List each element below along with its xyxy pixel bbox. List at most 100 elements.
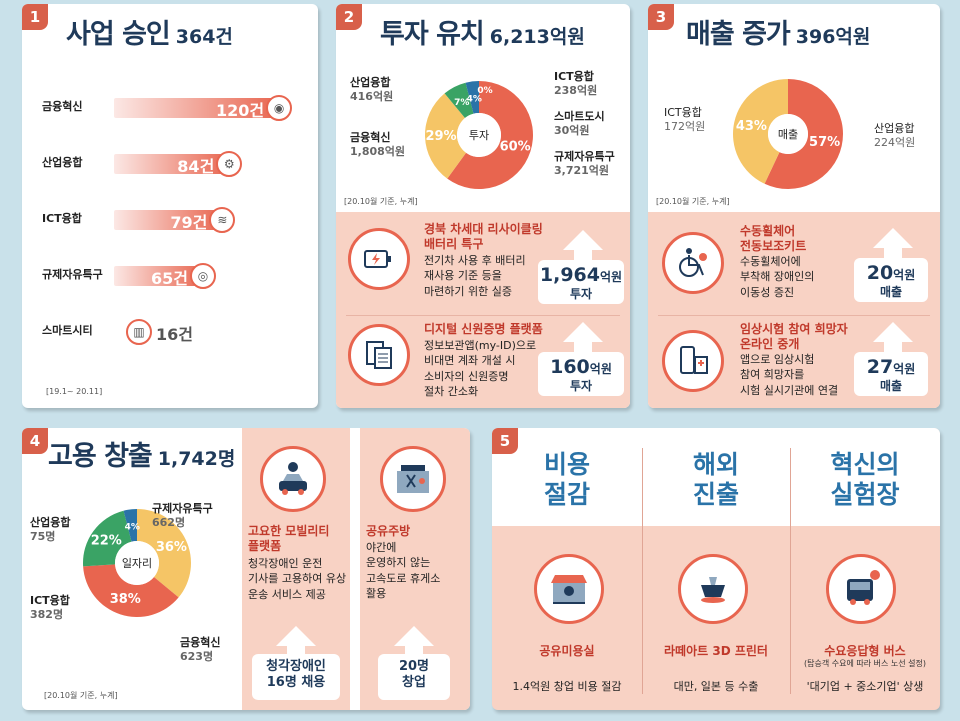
- pie-slice: [137, 509, 191, 598]
- label-산업융합: 산업융합 75명: [30, 516, 71, 544]
- panel-title: 매출 증가 396억원: [686, 12, 870, 51]
- sales-pie: 57% 43% 매출: [733, 79, 843, 189]
- up-arrow-stem: [884, 342, 902, 354]
- label-산업융합: 산업융합 224억원: [874, 122, 916, 150]
- category-icon: ◎: [190, 263, 216, 289]
- pie-slice: [444, 82, 474, 119]
- bar-category-label: 규제자유특구: [42, 268, 103, 281]
- pie-slice: [764, 79, 843, 189]
- investment-pie: 60% 29% 7%4%0% 투자: [425, 81, 533, 189]
- pie-center-label: 매출: [778, 128, 798, 141]
- divider: [346, 315, 620, 316]
- pie-center: [457, 113, 501, 157]
- up-arrow-icon: [563, 322, 603, 342]
- up-arrow-icon: [563, 230, 603, 250]
- pie-percent-label: 38%: [110, 592, 141, 607]
- up-arrow-stem: [574, 250, 592, 262]
- 3d-printer-icon: [678, 554, 748, 624]
- bus-icon: [826, 554, 896, 624]
- pie-center: [768, 114, 808, 154]
- category-icon: ◉: [266, 95, 293, 121]
- sales-items: 수동휠체어 전동보조키트 수동휠체어에 부착해 장애인의 이동성 증진 20억원 매출 …: [648, 212, 940, 408]
- column-head: 비용 절감: [543, 450, 590, 509]
- pie-slice: [83, 564, 179, 617]
- up-arrow-icon: [873, 322, 913, 342]
- up-arrow-stem: [287, 646, 305, 656]
- bar: [114, 266, 204, 286]
- investment-items: 경북 차세대 리사이클링 배터리 특구 전기차 사용 후 배터리 재사용 기준 등을…: [336, 212, 630, 408]
- item-desc: 정보보관앱(my-ID)으로 비대면 계좌 개설 시 소비자의 신원증명 절차 간소화: [424, 339, 537, 399]
- pie-slice: [123, 509, 137, 542]
- item-title: 수동휠체어 전동보조키트: [740, 224, 807, 253]
- employment-item-1: 고요한 모빌리티 플랫폼 청각장애인 운전 기사를 고용하여 유상 운송 서비스 제공…: [242, 428, 350, 710]
- pie-percent-label: 29%: [425, 129, 456, 144]
- panel-title: 사업 승인 364건: [66, 12, 233, 51]
- column-caption: 수요응답형 버스: [824, 644, 906, 658]
- panel-number: 1: [22, 4, 48, 30]
- category-icon: ≋: [209, 207, 236, 233]
- date-note: [20.10월 기준, 누계]: [656, 197, 730, 206]
- column-desc: 1.4억원 창업 비용 절감: [512, 680, 622, 693]
- title-count: 364건: [175, 26, 233, 48]
- item-title: 디지털 신원증명 플랫폼: [424, 322, 543, 336]
- taxi-driver-icon: [260, 446, 326, 512]
- pie-slice: [465, 81, 479, 114]
- bar-category-label: 산업융합: [42, 156, 83, 169]
- employment-item-2: 공유주방 야간에 운영하지 않는 고속도로 휴게소 활용 20명 창업: [360, 428, 470, 710]
- column-head: 혁신의 실험장: [830, 450, 900, 509]
- pie-center: [115, 541, 159, 585]
- item-title: 경북 차세대 리사이클링 배터리 특구: [424, 222, 543, 251]
- up-arrow-stem: [405, 646, 423, 656]
- up-arrow-icon: [276, 626, 316, 646]
- bar-value-label: 16건: [156, 325, 193, 344]
- category-icon: ▥: [126, 319, 152, 345]
- mobile-hospital-icon: [662, 330, 724, 392]
- bar-category-label: 스마트시티: [42, 324, 93, 337]
- panel-number: 5: [492, 428, 518, 454]
- item-title: 공유주방: [366, 524, 411, 538]
- panel-number: 4: [22, 428, 48, 454]
- title-text: 투자 유치: [380, 19, 485, 50]
- item-desc: 앱으로 임상시험 참여 희망자를 시험 실시기관에 연결: [740, 353, 839, 397]
- col-divider: [642, 448, 643, 694]
- title-text: 고용 창출: [48, 441, 153, 472]
- pie-slice: [733, 79, 788, 184]
- column-caption: 라떼아트 3D 프린터: [664, 644, 768, 658]
- column-desc: '대기업 + 중소기업' 상생: [806, 680, 924, 693]
- panel-effects: 5 비용 절감 해외 진출 혁신의 실험장 공유미용실 라떼아트 3D 프린터 수요응…: [492, 428, 940, 710]
- label-금융혁신: 금융혁신 1,808억원: [350, 131, 406, 159]
- category-icon: ⚙: [216, 151, 243, 177]
- beauty-salon-icon: [534, 554, 604, 624]
- bar-value-label: 79건: [170, 213, 208, 232]
- label-ict: ICT융합 382명: [30, 594, 70, 622]
- item-desc: 전기차 사용 후 배터리 재사용 기준 등을 마련하기 위한 실증: [424, 254, 526, 298]
- bar-category-label: 금융혁신: [42, 100, 83, 113]
- up-arrow-stem: [574, 342, 592, 354]
- employment-badge: 20명 창업: [378, 654, 450, 700]
- pie-percent-label: 36%: [156, 540, 187, 555]
- pie-percent-label: 4%: [467, 94, 482, 104]
- header-band: [492, 428, 940, 526]
- amount-badge: 20억원 매출: [854, 258, 928, 302]
- pie-percent-label: 0%: [477, 86, 492, 96]
- pie-percent-label: 22%: [91, 534, 122, 549]
- shared-kitchen-icon: [380, 446, 446, 512]
- column-head: 해외 진출: [692, 450, 739, 509]
- bar: [114, 98, 281, 118]
- wheelchair-icon: [662, 232, 724, 294]
- bar: [114, 154, 231, 174]
- battery-icon: [348, 228, 410, 290]
- label-smartcity: 스마트도시 30억원: [554, 110, 605, 138]
- amount-badge: 160억원 투자: [538, 352, 624, 396]
- pie-percent-label: 60%: [500, 140, 531, 155]
- pie-percent-label: 4%: [125, 522, 140, 532]
- label-산업융합: 산업융합 416억원: [350, 76, 394, 104]
- amount-badge: 27억원 매출: [854, 352, 928, 396]
- panel-employment: 4 고용 창출 1,742명 36% 38% 22% 4% 일자리 산업융합 75명 규제자…: [22, 428, 470, 710]
- label-특구: 규제자유특구 662명: [152, 502, 213, 530]
- bar-value-label: 84건: [177, 157, 215, 176]
- divider: [658, 315, 930, 316]
- col-divider: [790, 448, 791, 694]
- item-title: 고요한 모빌리티 플랫폼: [248, 524, 330, 553]
- panel-number: 2: [336, 4, 362, 30]
